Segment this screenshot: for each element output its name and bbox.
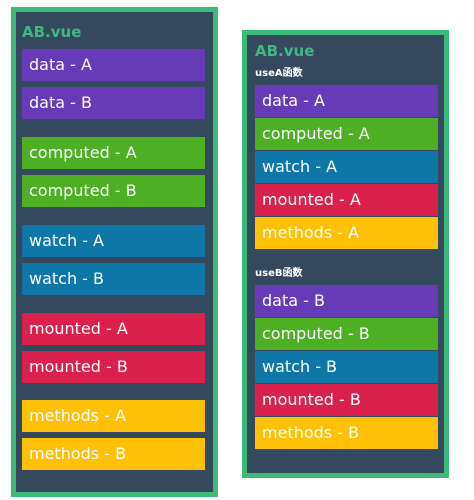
- block-methods-b: methods - B: [22, 438, 205, 470]
- block-mounted-a: mounted - A: [255, 184, 438, 216]
- block-computed-a: computed - A: [255, 118, 438, 150]
- panel-title: AB.vue: [22, 23, 82, 41]
- block-methods-b: methods - B: [255, 417, 438, 449]
- block-computed-a: computed - A: [22, 137, 205, 169]
- block-computed-b: computed - B: [22, 175, 205, 207]
- block-watch-a: watch - A: [255, 151, 438, 183]
- block-mounted-b: mounted - B: [255, 384, 438, 416]
- block-watch-a: watch - A: [22, 225, 205, 257]
- block-data-b: data - B: [22, 87, 205, 119]
- block-mounted-a: mounted - A: [22, 313, 205, 345]
- block-mounted-b: mounted - B: [22, 351, 205, 383]
- block-computed-b: computed - B: [255, 318, 438, 350]
- block-data-a: data - A: [22, 49, 205, 81]
- group-label-useb: useB函数: [255, 268, 303, 279]
- options-api-panel: AB.vue data - A data - B computed - A co…: [11, 7, 218, 497]
- composition-api-panel: AB.vue useA函数 data - A computed - A watc…: [242, 30, 449, 478]
- block-data-a: data - A: [255, 85, 438, 117]
- block-methods-a: methods - A: [22, 400, 205, 432]
- block-watch-b: watch - B: [255, 351, 438, 383]
- block-methods-a: methods - A: [255, 217, 438, 249]
- group-label-usea: useA函数: [255, 68, 303, 79]
- block-watch-b: watch - B: [22, 263, 205, 295]
- panel-title: AB.vue: [255, 42, 315, 60]
- block-data-b: data - B: [255, 285, 438, 317]
